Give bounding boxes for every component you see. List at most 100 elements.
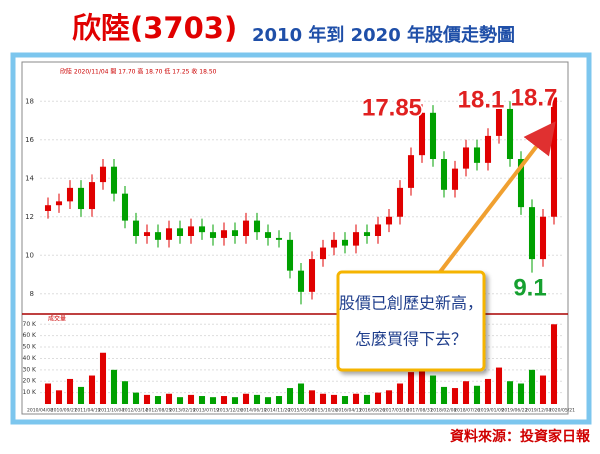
volume-bar — [242, 393, 250, 404]
volume-bar — [44, 383, 52, 404]
x-tick-label: 2013/07/19 — [193, 408, 219, 414]
volume-bar — [66, 378, 74, 404]
y-tick-label: 14 — [25, 174, 34, 182]
v-tick-label: 30 K — [23, 366, 38, 373]
candle-body — [121, 193, 129, 221]
volume-bar — [143, 394, 151, 404]
source: 資料來源：投資家日報 — [450, 428, 591, 445]
candle-body — [242, 220, 250, 236]
annotation: 18.7 — [511, 84, 558, 111]
x-tick-label: 2010/09/27 — [51, 408, 77, 414]
volume-bar — [330, 394, 338, 404]
volume-bar — [77, 386, 85, 404]
volume-bar — [253, 394, 261, 404]
volume-bar — [121, 381, 129, 404]
x-tick-label: 2019/12/04 — [525, 408, 551, 414]
x-tick-label: 2012/03/14 — [122, 408, 148, 414]
candle-body — [231, 230, 239, 236]
candle-body — [253, 220, 261, 233]
volume-bar — [319, 393, 327, 404]
title-sub: 2010 年到 2020 年股價走勢圖 — [252, 24, 515, 46]
x-tick-label: 2020/05/21 — [549, 408, 575, 414]
volume-bar — [528, 369, 536, 404]
candle-body — [44, 205, 52, 211]
v-tick-label: 10 K — [23, 389, 38, 396]
candle-body — [484, 135, 492, 163]
y-tick-label: 12 — [25, 213, 34, 221]
callout-box — [336, 270, 486, 372]
volume-bar — [429, 375, 437, 404]
candle-body — [132, 220, 140, 236]
candle-body — [187, 226, 195, 236]
arrow — [438, 121, 556, 274]
volume-bar — [110, 369, 118, 404]
annotation: 17.85 — [362, 94, 422, 121]
volume-bar — [165, 393, 173, 404]
candle-body — [517, 159, 525, 208]
candle-body — [209, 232, 217, 238]
y-tick-label: 10 — [25, 251, 34, 259]
candle-body — [264, 232, 272, 238]
x-tick-label: 2017/03/16 — [383, 408, 409, 414]
volume-bar — [286, 388, 294, 404]
candle-body — [440, 159, 448, 190]
volume-bar — [385, 390, 393, 404]
volume-bar — [297, 383, 305, 404]
x-tick-label: 2013/02/19 — [169, 408, 195, 414]
volume-bar — [220, 396, 228, 404]
candle-body — [220, 230, 228, 238]
candle-body — [176, 228, 184, 236]
volume-bar — [352, 393, 360, 404]
x-tick-label: 2018/02/08 — [430, 408, 456, 414]
candle-body — [330, 239, 338, 248]
info: 欣陸 2020/11/04 開 17.70 高 18.70 低 17.25 收 … — [60, 68, 217, 76]
candle-body — [55, 201, 63, 206]
volume-bar — [517, 383, 525, 404]
x-tick-label: 2013/12/26 — [217, 408, 243, 414]
x-tick-label: 2016/04/13 — [335, 408, 361, 414]
candle-body — [495, 108, 503, 136]
x-tick-label: 2016/09/26 — [359, 408, 385, 414]
callout-line: 股價已創歷史新高， — [339, 294, 483, 313]
candle-body — [352, 232, 360, 246]
volume-bar — [418, 356, 426, 404]
candle-body — [363, 232, 371, 236]
candle-body — [308, 259, 316, 292]
volume-bar — [308, 390, 316, 404]
x-tick-label: 2014/11/20 — [264, 408, 290, 414]
y-tick-label: 8 — [30, 290, 34, 298]
x-tick-label: 2015/05/08 — [288, 408, 314, 414]
volume-bar — [132, 392, 140, 404]
candle-body — [297, 270, 305, 292]
candle-body — [550, 97, 558, 217]
v-tick-label: 20 K — [23, 378, 38, 385]
x-tick-label: 2015/10/26 — [312, 408, 338, 414]
volume-bar — [198, 396, 206, 404]
candle-body — [539, 216, 547, 260]
volume-bar — [176, 397, 184, 404]
callout-line: 怎麼買得下去？ — [355, 330, 467, 349]
volume-bar — [99, 352, 107, 404]
volume-bar — [275, 396, 283, 404]
annotation: 9.1 — [513, 274, 546, 301]
x-tick-label: 2012/08/29 — [146, 408, 172, 414]
annotation: 18.1 — [458, 86, 505, 113]
y-tick-label: 18 — [25, 97, 34, 105]
candle-body — [473, 147, 481, 163]
volume-bar — [396, 383, 404, 404]
candle-body — [198, 226, 206, 233]
candle-body — [462, 147, 470, 169]
v-tick-label: 70 K — [23, 321, 38, 328]
volume-bar — [374, 392, 382, 404]
candle-body — [165, 228, 173, 240]
volume-bar — [550, 324, 558, 404]
volume-bar — [539, 375, 547, 404]
volume-title: 成交量 — [48, 315, 66, 323]
candle-body — [66, 187, 74, 202]
x-tick-label: 2019/06/22 — [502, 408, 528, 414]
candle-body — [528, 207, 536, 260]
title-main: 欣陸(3703) — [72, 11, 237, 45]
candle-body — [341, 239, 349, 246]
volume-bar — [363, 394, 371, 404]
